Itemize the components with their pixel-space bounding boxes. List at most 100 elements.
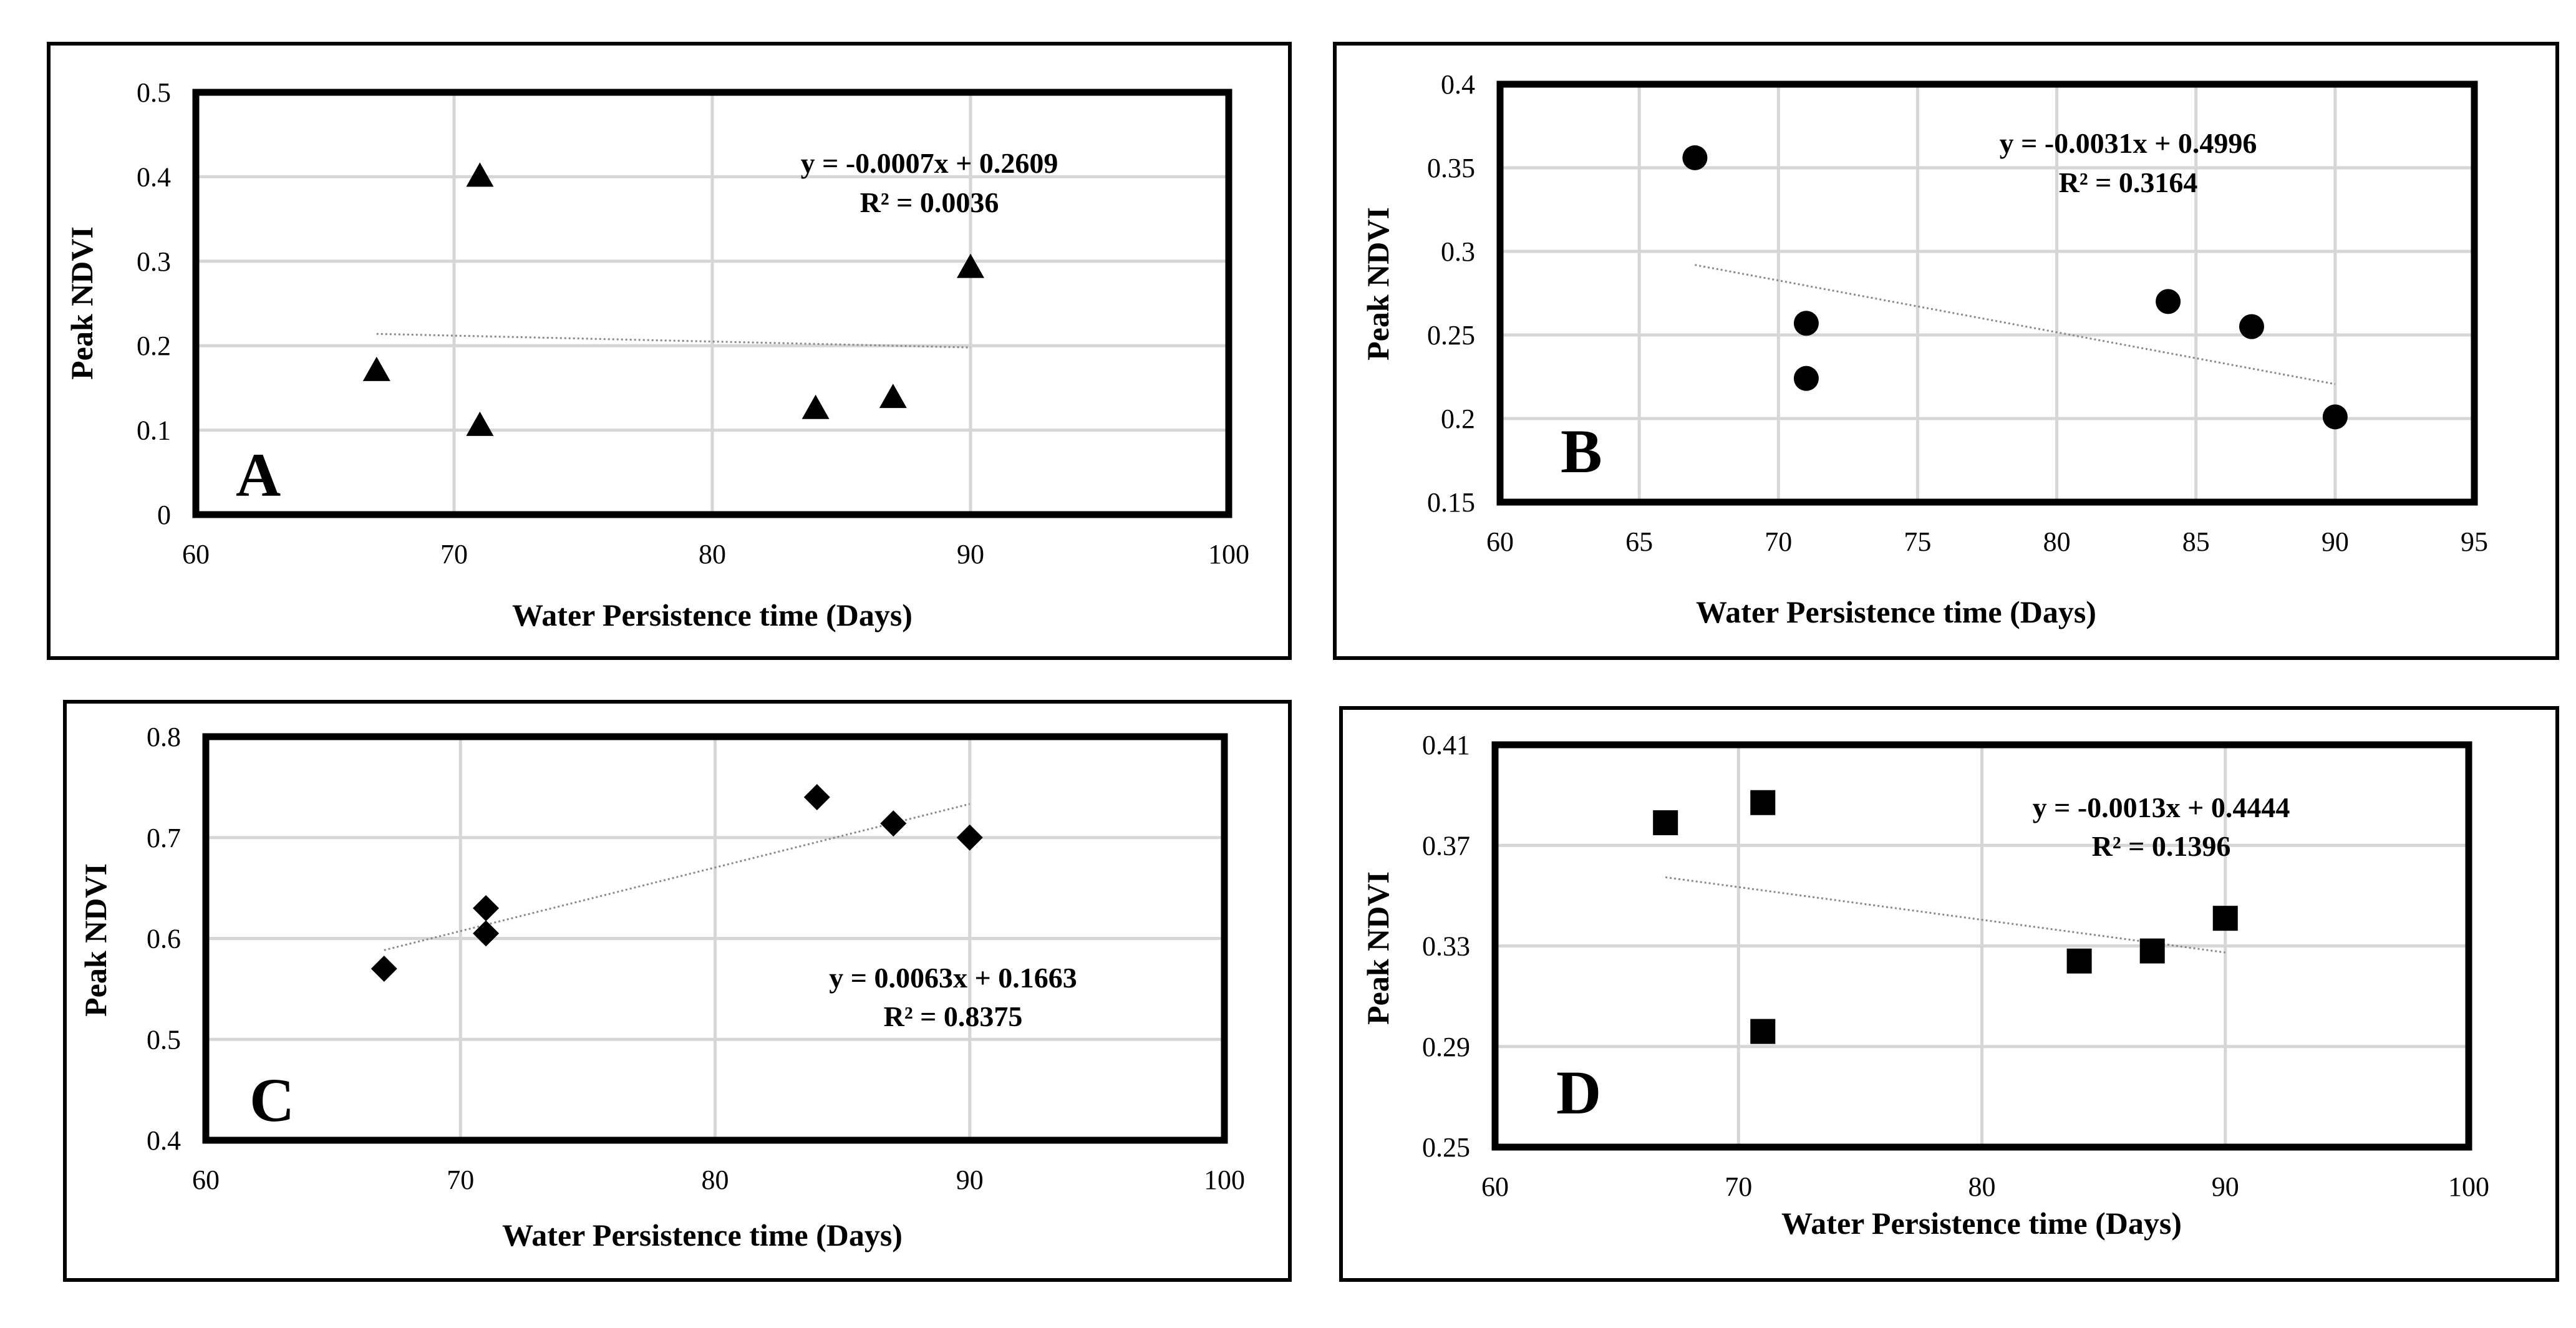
panel-a: 60 70 80 90 100 0 0.1 0.2 0.3 0.4 0.5 Water Persis… — [47, 42, 1292, 660]
panel-b-y-tick-label: 0.3 — [1441, 236, 1475, 267]
panel-b-y-tick-label: 0.15 — [1427, 487, 1475, 518]
panel-c-plot-frame — [202, 733, 1228, 1144]
panel-c-data-point — [370, 956, 397, 982]
panel-c-trend-equation: y = 0.0063x + 0.1663 — [829, 962, 1077, 994]
panel-b-trendline — [1695, 264, 2336, 385]
panel-b-y-tick-label: 0.2 — [1441, 404, 1475, 434]
panel-c-x-tick-label: 70 — [447, 1165, 474, 1195]
panel-a-plot-frame — [192, 89, 1232, 518]
panel-d-y-tick-label: 0.29 — [1422, 1032, 1470, 1062]
panel-b-data-point — [1793, 311, 1819, 336]
panel-a-x-tick-label: 60 — [182, 539, 210, 569]
panel-d-x-tick-label: 100 — [2448, 1171, 2489, 1202]
panel-d: 60 70 80 90 100 0.25 0.29 0.33 0.37 0.41 Water Pe… — [1339, 706, 2559, 1282]
panel-a-y-axis-label: Peak NDVI — [64, 226, 99, 380]
panel-b-x-tick-label: 75 — [1904, 526, 1931, 557]
panel-a-x-axis-label: Water Persistence time (Days) — [512, 598, 913, 632]
panel-d-x-tick-label: 70 — [1725, 1171, 1752, 1202]
panel-c-y-tick-label: 0.7 — [147, 823, 181, 853]
panel-a-trendline — [376, 332, 971, 349]
panel-b-x-tick-label: 65 — [1625, 526, 1653, 557]
panel-c-data-point — [803, 784, 830, 811]
panel-a-x-tick-label: 80 — [699, 539, 726, 569]
panel-c-data-point — [956, 824, 983, 851]
panel-c-data-point — [473, 894, 500, 921]
panel-c-x-tick-label: 80 — [702, 1165, 729, 1195]
panel-b-data-point — [2239, 314, 2264, 339]
panel-b-x-tick-label: 90 — [2322, 526, 2349, 557]
panel-a-letter: A — [236, 440, 281, 510]
panel-d-x-tick-label: 60 — [1481, 1171, 1509, 1202]
panel-b-x-tick-label: 60 — [1486, 526, 1514, 557]
panel-c-border — [63, 700, 1292, 1282]
panel-d-plot-frame — [1491, 741, 2472, 1151]
panel-a-y-tick-label: 0.2 — [137, 331, 171, 361]
panel-c-x-tick-label: 90 — [956, 1165, 984, 1195]
panel-d-data-point — [1750, 1019, 1776, 1044]
panel-c-x-axis-label: Water Persistence time (Days) — [502, 1218, 903, 1253]
panel-d-y-tick-label: 0.33 — [1422, 931, 1470, 962]
panel-d-data-point — [2066, 948, 2092, 974]
panel-d-y-tick-label: 0.25 — [1422, 1132, 1470, 1163]
panel-c-letter: C — [249, 1065, 294, 1135]
panel-a-data-point — [466, 162, 494, 187]
panel-c-r-squared: R² = 0.8375 — [884, 1001, 1023, 1032]
panel-c-x-tick-label: 100 — [1204, 1165, 1245, 1195]
panel-a-r-squared: R² = 0.0036 — [860, 187, 999, 218]
panel-b-y-tick-label: 0.25 — [1427, 320, 1475, 351]
panel-c-y-tick-label: 0.4 — [147, 1125, 181, 1156]
panel-d-data-point — [2212, 906, 2238, 931]
panel-d-x-tick-label: 90 — [2212, 1171, 2239, 1202]
panel-b-x-tick-label: 70 — [1765, 526, 1792, 557]
panel-b-trend-equation: y = -0.0031x + 0.4996 — [2000, 127, 2257, 159]
panel-b-data-point — [2156, 289, 2181, 314]
panel-d-border — [1339, 706, 2559, 1282]
panel-b: 60 65 70 75 80 85 90 95 0.15 0.2 0.25 0.3 0.35 0.4 Wa… — [1333, 42, 2559, 660]
panel-a-x-tick-label: 90 — [957, 539, 984, 569]
panel-a-x-tick-label: 100 — [1208, 539, 1249, 569]
panel-b-y-tick-label: 0.35 — [1427, 153, 1475, 183]
panel-b-x-tick-label: 80 — [2043, 526, 2071, 557]
panel-b-x-tick-label: 95 — [2461, 526, 2488, 557]
panel-d-data-point — [2139, 938, 2165, 964]
panel-c-y-axis-label: Peak NDVI — [78, 863, 113, 1017]
panel-c-y-tick-label: 0.8 — [147, 722, 181, 752]
panel-b-border — [1333, 42, 2559, 660]
panel-a-data-point — [801, 394, 830, 419]
panel-d-data-point — [1750, 790, 1776, 815]
panel-c-y-tick-label: 0.6 — [147, 924, 181, 954]
panel-b-data-point — [1793, 366, 1819, 391]
panel-d-r-squared: R² = 0.1396 — [2092, 830, 2231, 862]
panel-a-y-tick-label: 0.5 — [137, 77, 171, 108]
panel-d-letter: D — [1556, 1058, 1601, 1127]
panel-a-border — [47, 42, 1292, 660]
panel-d-y-axis-label: Peak NDVI — [1360, 871, 1395, 1025]
panel-a-data-point — [957, 253, 984, 278]
panel-b-y-axis-label: Peak NDVI — [1360, 207, 1395, 361]
panel-a-y-tick-label: 0.1 — [137, 415, 171, 446]
panel-a-data-point — [879, 384, 907, 409]
panel-b-x-axis-label: Water Persistence time (Days) — [1696, 594, 2096, 629]
panel-b-plot-frame — [1496, 80, 2478, 506]
panel-d-x-tick-label: 80 — [1968, 1171, 1996, 1202]
panel-a-y-tick-label: 0.4 — [137, 162, 171, 192]
panel-a-data-point — [362, 356, 390, 381]
panel-b-y-tick-label: 0.4 — [1441, 69, 1475, 100]
panel-d-x-axis-label: Water Persistence time (Days) — [1781, 1206, 2182, 1241]
panel-c: 60 70 80 90 100 0.4 0.5 0.6 0.7 0.8 Water Persist… — [63, 700, 1292, 1282]
panel-c-data-point — [473, 920, 500, 947]
panel-a-y-tick-label: 0 — [157, 500, 171, 530]
panel-a-y-tick-label: 0.3 — [137, 246, 171, 277]
panel-a-data-point — [466, 411, 494, 436]
panel-b-letter: B — [1561, 417, 1602, 486]
panel-d-data-point — [1653, 810, 1678, 835]
panel-d-y-tick-label: 0.41 — [1422, 730, 1470, 760]
panel-c-data-point — [880, 810, 907, 837]
panel-c-y-tick-label: 0.5 — [147, 1024, 181, 1055]
panel-a-trend-equation: y = -0.0007x + 0.2609 — [801, 147, 1058, 179]
panel-b-data-point — [2322, 404, 2348, 430]
panel-d-y-tick-label: 0.37 — [1422, 830, 1470, 861]
panel-b-r-squared: R² = 0.3164 — [2059, 167, 2198, 198]
panel-b-x-tick-label: 85 — [2182, 526, 2210, 557]
